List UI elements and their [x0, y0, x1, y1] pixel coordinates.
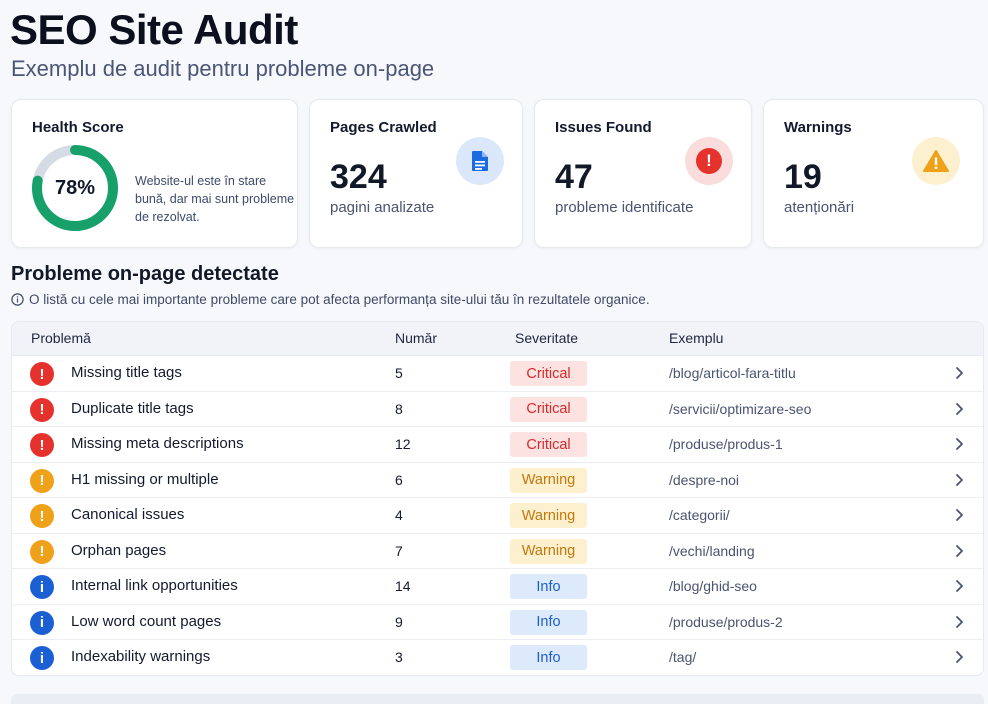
chevron-right-icon[interactable]	[952, 365, 966, 381]
warnings-sub: atenționări	[784, 199, 855, 216]
warning-alert-icon: !	[30, 504, 54, 528]
gauge-fill	[32, 145, 118, 231]
table-header: Problemă Număr Severitate Exemplu	[12, 322, 983, 356]
severity-badge: Warning	[510, 538, 587, 564]
header-severity: Severitate	[515, 330, 579, 346]
warnings-value: 19	[784, 158, 822, 196]
issue-name: Low word count pages	[71, 612, 222, 630]
issue-example-url[interactable]: /despre-noi	[669, 471, 740, 488]
severity-badge: Critical	[510, 432, 587, 457]
warning-triangle-icon	[912, 137, 960, 185]
pages-crawled-value: 324	[330, 158, 387, 196]
table-row[interactable]: ! Missing title tags 5 Critical/blog/artico…	[12, 356, 983, 392]
table-row[interactable]: ! Missing meta descriptions 12 Critical/pro…	[12, 427, 983, 463]
severity-badge: Info	[510, 574, 587, 599]
issue-name: Canonical issues	[71, 506, 185, 523]
critical-alert-icon: !	[30, 362, 54, 386]
critical-alert-icon: !	[30, 397, 54, 422]
table-body: ! Missing title tags 5 Critical/blog/artico…	[12, 356, 983, 675]
table-row[interactable]: i Indexability warnings 3 Info/tag/	[12, 640, 983, 675]
table-row[interactable]: i Low word count pages 9 Info/produse/produ…	[12, 605, 983, 640]
issue-name: Missing meta descriptions	[71, 435, 244, 452]
pages-crawled-sub: pagini analizate	[330, 199, 435, 216]
issue-count: 6	[395, 471, 403, 488]
issue-count: 9	[395, 613, 403, 630]
header-problem: Problemă	[31, 330, 91, 346]
issue-example-url[interactable]: /blog/articol-fara-titlu	[669, 365, 796, 381]
issues-found-title: Issues Found	[555, 119, 652, 136]
issue-name: Internal link opportunities	[71, 577, 238, 594]
issue-count: 8	[395, 400, 403, 417]
issues-found-card: Issues Found 47 probleme identificate !	[534, 99, 752, 248]
chevron-right-icon[interactable]	[952, 614, 966, 630]
chevron-right-icon[interactable]	[952, 472, 966, 488]
warning-alert-icon: !	[30, 468, 54, 493]
issues-table: Problemă Număr Severitate Exemplu ! Missi…	[11, 321, 984, 676]
page-subtitle: Exemplu de audit pentru probleme on-page	[11, 56, 435, 81]
info-outline-icon	[11, 293, 24, 306]
issue-count: 14	[395, 578, 411, 594]
error-icon: !	[685, 137, 733, 185]
section-description: O listă cu cele mai importante probleme …	[29, 292, 650, 307]
issue-example-url[interactable]: /categorii/	[669, 507, 730, 523]
issue-name: Missing title tags	[71, 364, 182, 381]
table-row[interactable]: i Internal link opportunities 14 Info/blog/…	[12, 569, 983, 605]
issue-example-url[interactable]: /tag/	[669, 649, 697, 665]
severity-badge: Info	[510, 645, 587, 670]
next-section-edge	[11, 694, 984, 704]
table-row[interactable]: ! Orphan pages 7 Warning/vechi/landing	[12, 534, 983, 569]
severity-badge: Critical	[510, 361, 587, 386]
section-title: Probleme on-page detectate	[11, 263, 279, 285]
issue-count: 5	[395, 365, 403, 381]
pages-crawled-title: Pages Crawled	[330, 119, 437, 136]
info-icon: i	[30, 610, 54, 635]
issue-count: 3	[395, 649, 403, 665]
chevron-right-icon[interactable]	[952, 401, 966, 417]
issue-example-url[interactable]: /servicii/optimizare-seo	[669, 400, 812, 417]
table-row[interactable]: ! Canonical issues 4 Warning/categorii/	[12, 498, 983, 534]
health-score-card: Health Score 78% Website-ul este în star…	[11, 99, 298, 248]
issue-name: Indexability warnings	[71, 648, 211, 665]
warnings-card: Warnings 19 atenționări	[763, 99, 984, 248]
header-count: Număr	[395, 330, 438, 346]
health-score-title: Health Score	[32, 119, 124, 136]
issue-example-url[interactable]: /produse/produs-1	[669, 436, 783, 452]
issue-name: Orphan pages	[71, 541, 167, 559]
info-icon: i	[30, 646, 54, 670]
issue-example-url[interactable]: /blog/ghid-seo	[669, 578, 757, 594]
severity-badge: Warning	[510, 467, 587, 493]
issue-example-url[interactable]: /produse/produs-2	[669, 613, 783, 630]
chevron-right-icon[interactable]	[952, 578, 966, 594]
health-score-value: 78%	[54, 176, 96, 199]
severity-badge: Critical	[510, 396, 587, 422]
issue-name: H1 missing or multiple	[71, 470, 219, 488]
chevron-right-icon[interactable]	[952, 436, 966, 452]
warning-alert-icon: !	[30, 539, 54, 564]
warnings-title: Warnings	[784, 119, 852, 136]
chevron-right-icon[interactable]	[952, 507, 966, 523]
table-row[interactable]: ! Duplicate title tags 8 Critical/servicii/…	[12, 392, 983, 427]
issue-example-url[interactable]: /vechi/landing	[669, 542, 755, 559]
page-title: SEO Site Audit	[10, 6, 298, 53]
issue-count: 12	[395, 436, 411, 452]
document-icon	[456, 137, 504, 185]
section-description-row: O listă cu cele mai importante probleme …	[11, 292, 650, 307]
table-row[interactable]: ! H1 missing or multiple 6 Warning/despre-n…	[12, 463, 983, 498]
severity-badge: Warning	[510, 503, 587, 528]
chevron-right-icon[interactable]	[952, 649, 966, 665]
health-score-gauge	[32, 145, 118, 231]
header-example: Exemplu	[669, 330, 724, 346]
issue-name: Duplicate title tags	[71, 399, 194, 417]
issue-count: 4	[395, 507, 403, 523]
issues-found-value: 47	[555, 158, 593, 196]
issues-found-sub: probleme identificate	[555, 199, 694, 216]
severity-badge: Info	[510, 609, 587, 635]
critical-alert-icon: !	[30, 433, 54, 457]
health-score-description: Website-ul este în stare bună, dar mai s…	[135, 174, 295, 224]
chevron-right-icon[interactable]	[952, 543, 966, 559]
issue-count: 7	[395, 542, 403, 559]
pages-crawled-card: Pages Crawled 324 pagini analizate	[309, 99, 523, 248]
info-icon: i	[30, 575, 54, 599]
